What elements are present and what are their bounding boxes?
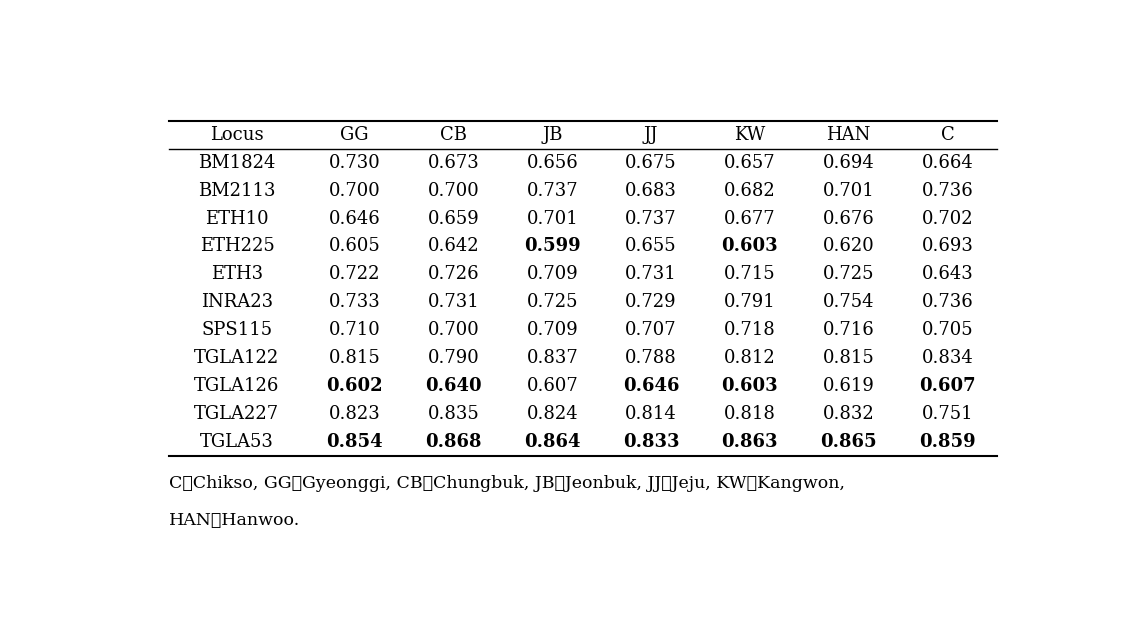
Text: 0.710: 0.710 [329,321,381,339]
Text: 0.642: 0.642 [428,238,480,256]
Text: Locus: Locus [210,126,264,144]
Text: 0.705: 0.705 [922,321,973,339]
Text: 0.603: 0.603 [722,377,778,395]
Text: 0.864: 0.864 [524,433,581,450]
Text: 0.731: 0.731 [625,265,677,283]
Text: 0.730: 0.730 [329,154,381,172]
Text: 0.868: 0.868 [425,433,482,450]
Text: TGLA227: TGLA227 [194,404,280,423]
Text: SPS115: SPS115 [201,321,273,339]
Text: ETH225: ETH225 [200,238,274,256]
Text: BM2113: BM2113 [198,181,275,199]
Text: 0.854: 0.854 [326,433,383,450]
Text: 0.837: 0.837 [526,349,578,367]
Text: 0.729: 0.729 [625,293,677,311]
Text: 0.818: 0.818 [724,404,775,423]
Text: 0.737: 0.737 [625,210,677,227]
Text: 0.599: 0.599 [524,238,581,256]
Text: 0.726: 0.726 [428,265,480,283]
Text: 0.659: 0.659 [428,210,480,227]
Text: C：Chikso, GG：Gyeonggi, CB：Chungbuk, JB：Jeonbuk, JJ：Jeju, KW：Kangwon,: C：Chikso, GG：Gyeonggi, CB：Chungbuk, JB：J… [168,475,845,492]
Text: 0.655: 0.655 [625,238,677,256]
Text: 0.823: 0.823 [329,404,381,423]
Text: 0.619: 0.619 [823,377,874,395]
Text: 0.731: 0.731 [428,293,480,311]
Text: 0.607: 0.607 [526,377,578,395]
Text: HAN：Hanwoo.: HAN：Hanwoo. [168,512,300,529]
Text: 0.701: 0.701 [823,181,874,199]
Text: CB: CB [440,126,467,144]
Text: 0.859: 0.859 [919,433,976,450]
Text: 0.682: 0.682 [724,181,775,199]
Text: 0.709: 0.709 [526,321,578,339]
Text: 0.814: 0.814 [625,404,677,423]
Text: 0.733: 0.733 [329,293,381,311]
Text: 0.716: 0.716 [823,321,874,339]
Text: 0.824: 0.824 [526,404,578,423]
Text: TGLA122: TGLA122 [194,349,280,367]
Text: 0.788: 0.788 [625,349,677,367]
Text: 0.722: 0.722 [329,265,381,283]
Text: JJ: JJ [644,126,658,144]
Text: 0.602: 0.602 [326,377,383,395]
Text: 0.725: 0.725 [823,265,874,283]
Text: ETH3: ETH3 [210,265,263,283]
Text: 0.603: 0.603 [722,238,778,256]
Text: 0.646: 0.646 [623,377,679,395]
Text: 0.700: 0.700 [428,181,480,199]
Text: TGLA53: TGLA53 [200,433,274,450]
Text: 0.736: 0.736 [922,293,973,311]
Text: 0.700: 0.700 [329,181,381,199]
Text: 0.725: 0.725 [526,293,578,311]
Text: ETH10: ETH10 [205,210,268,227]
Text: KW: KW [735,126,765,144]
Text: 0.718: 0.718 [724,321,775,339]
Text: GG: GG [340,126,368,144]
Text: 0.702: 0.702 [922,210,973,227]
Text: 0.607: 0.607 [919,377,976,395]
Text: 0.640: 0.640 [425,377,482,395]
Text: C: C [940,126,954,144]
Text: 0.693: 0.693 [921,238,973,256]
Text: 0.835: 0.835 [428,404,480,423]
Text: HAN: HAN [827,126,871,144]
Text: 0.832: 0.832 [823,404,874,423]
Text: 0.643: 0.643 [922,265,973,283]
Text: 0.701: 0.701 [526,210,578,227]
Text: 0.863: 0.863 [722,433,778,450]
Text: 0.673: 0.673 [428,154,480,172]
Text: 0.812: 0.812 [724,349,775,367]
Text: BM1824: BM1824 [198,154,275,172]
Text: 0.865: 0.865 [821,433,877,450]
Text: 0.815: 0.815 [329,349,381,367]
Text: 0.664: 0.664 [922,154,973,172]
Text: 0.656: 0.656 [526,154,578,172]
Text: 0.683: 0.683 [625,181,677,199]
Text: 0.646: 0.646 [329,210,381,227]
Text: 0.715: 0.715 [724,265,775,283]
Text: 0.790: 0.790 [428,349,480,367]
Text: 0.700: 0.700 [428,321,480,339]
Text: 0.676: 0.676 [823,210,874,227]
Text: 0.737: 0.737 [526,181,578,199]
Text: 0.605: 0.605 [329,238,381,256]
Text: 0.834: 0.834 [922,349,973,367]
Text: 0.833: 0.833 [623,433,679,450]
Text: 0.754: 0.754 [823,293,874,311]
Text: JB: JB [542,126,563,144]
Text: INRA23: INRA23 [201,293,273,311]
Text: 0.675: 0.675 [625,154,677,172]
Text: 0.751: 0.751 [922,404,973,423]
Text: 0.791: 0.791 [724,293,775,311]
Text: 0.707: 0.707 [625,321,677,339]
Text: 0.694: 0.694 [823,154,874,172]
Text: 0.709: 0.709 [526,265,578,283]
Text: 0.677: 0.677 [724,210,775,227]
Text: 0.657: 0.657 [724,154,775,172]
Text: TGLA126: TGLA126 [194,377,280,395]
Text: 0.736: 0.736 [922,181,973,199]
Text: 0.620: 0.620 [823,238,874,256]
Text: 0.815: 0.815 [823,349,874,367]
